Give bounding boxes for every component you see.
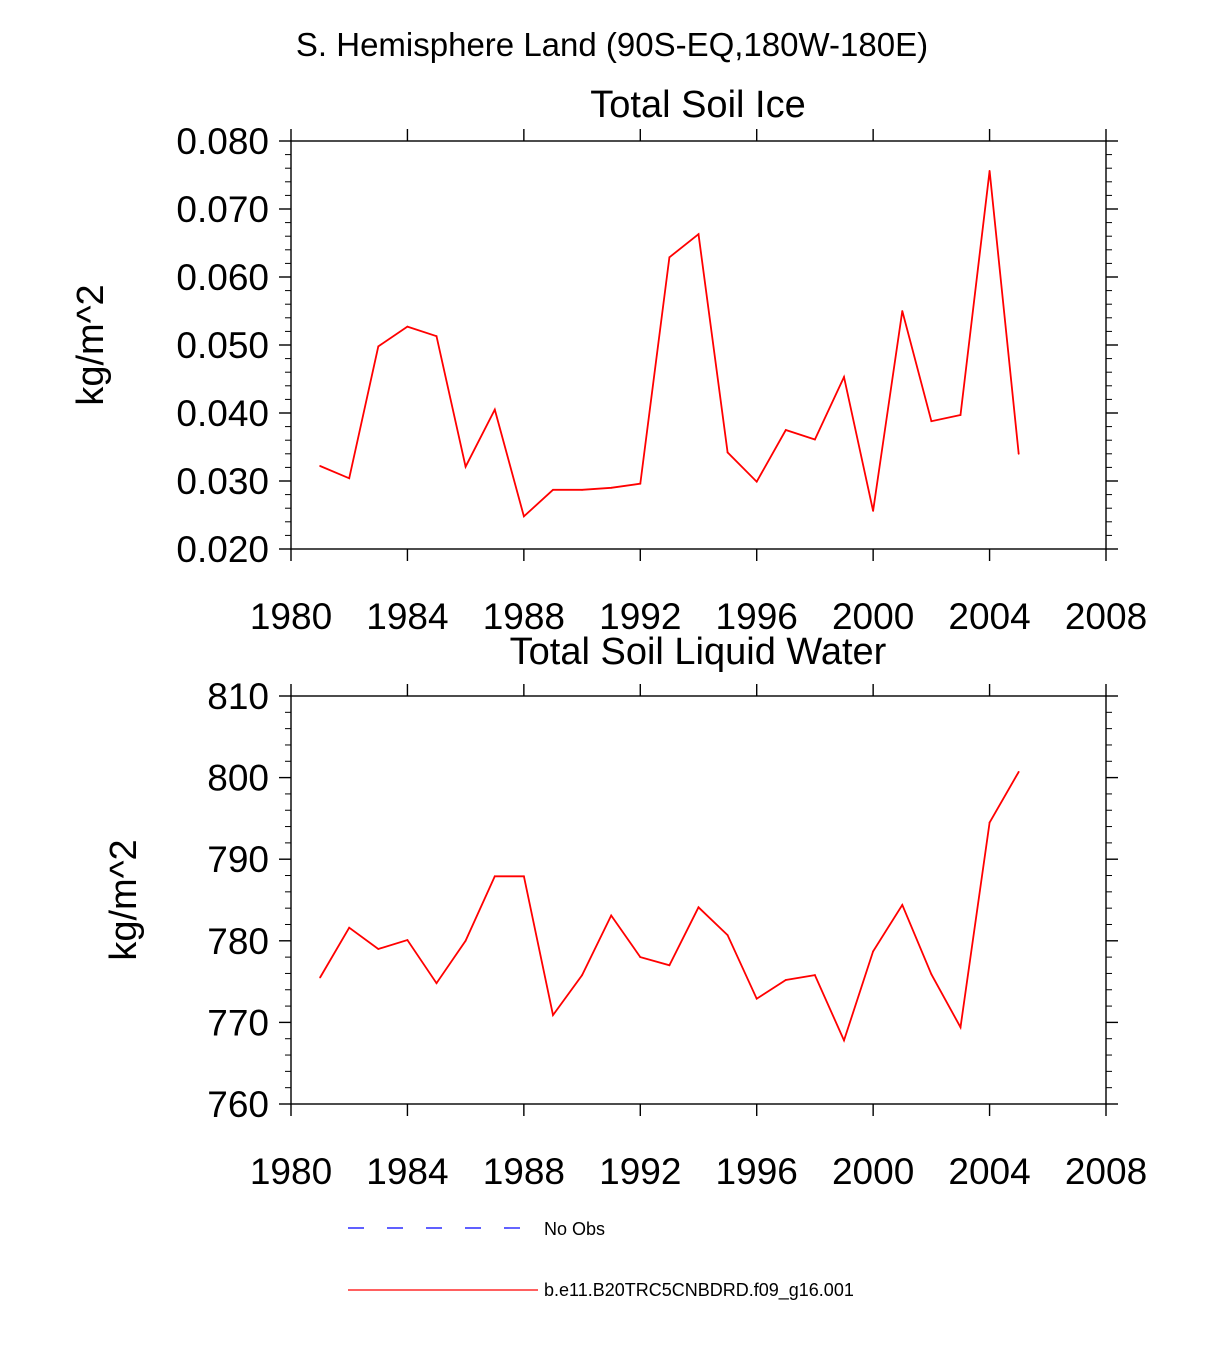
y-tick-label: 0.050 <box>176 325 269 366</box>
x-tick-label: 2000 <box>832 596 914 637</box>
data-point <box>901 903 904 906</box>
data-point <box>843 1039 845 1042</box>
x-tick-label: 1992 <box>599 1151 681 1192</box>
x-tick-label: 1980 <box>250 1151 332 1192</box>
x-tick-label: 1996 <box>716 596 798 637</box>
data-point <box>843 376 845 378</box>
data-point <box>493 875 496 878</box>
data-point <box>726 934 729 936</box>
data-point <box>639 956 642 959</box>
data-point <box>610 486 613 489</box>
data-point <box>814 438 816 441</box>
legend: No Obs b.e11.B20TRC5CNBDRD.f09_g16.001 <box>348 1219 854 1301</box>
data-point <box>1017 452 1020 455</box>
data-point <box>959 414 962 416</box>
data-point <box>930 973 933 976</box>
data-point <box>988 821 991 824</box>
data-point <box>406 939 409 941</box>
y-tick-label: 810 <box>207 676 269 717</box>
data-point <box>726 451 729 454</box>
data-point <box>610 914 613 917</box>
y-axis-label: kg/m^2 <box>103 839 145 960</box>
data-point <box>581 488 583 491</box>
y-tick-label: 0.060 <box>176 257 269 298</box>
y-tick-label: 790 <box>207 839 269 880</box>
panel-title: Total Soil Liquid Water <box>510 631 887 673</box>
y-tick-label: 780 <box>207 921 269 962</box>
data-point <box>755 997 758 1000</box>
data-point <box>784 979 787 981</box>
y-tick-label: 0.070 <box>176 189 269 230</box>
legend-label-no-obs: No Obs <box>544 1219 605 1239</box>
x-tick-label: 1980 <box>250 596 332 637</box>
panel-soil-ice: Total Soil Ice kg/m^2 1980 1984 1988 1992 19… <box>70 84 1147 637</box>
data-point <box>959 1026 962 1029</box>
data-point <box>319 976 322 979</box>
data-point <box>697 906 700 909</box>
plot-frame <box>290 695 1107 1105</box>
data-point <box>406 325 409 328</box>
data-point <box>668 256 671 259</box>
data-point <box>814 974 816 976</box>
x-tick-label: 2008 <box>1065 596 1147 637</box>
data-point <box>901 310 904 312</box>
figure-title: S. Hemisphere Land (90S-EQ,180W-180E) <box>296 26 928 63</box>
y-tick-label: 0.080 <box>176 121 269 162</box>
data-point <box>697 233 700 236</box>
panel-soil-liquid-water: Total Soil Liquid Water kg/m^2 1980 1984 1… <box>103 631 1147 1192</box>
panel-title: Total Soil Ice <box>590 84 805 126</box>
data-point <box>784 429 787 431</box>
x-tick-label: 1984 <box>366 1151 448 1192</box>
data-point <box>988 170 991 172</box>
data-point <box>522 875 525 878</box>
data-point <box>522 515 525 518</box>
x-tick-label: 1984 <box>366 596 448 637</box>
data-point <box>755 480 758 483</box>
data-point <box>435 335 438 338</box>
data-point <box>464 465 467 468</box>
y-tick-label: 800 <box>207 758 269 799</box>
y-tick-label: 0.030 <box>176 461 269 502</box>
data-point <box>872 510 875 512</box>
y-tick-label: 760 <box>207 1084 269 1125</box>
data-point <box>464 939 467 942</box>
x-tick-label: 1988 <box>483 596 565 637</box>
y-tick-label: 770 <box>207 1002 269 1043</box>
data-point <box>377 948 380 950</box>
data-point <box>493 408 496 411</box>
x-tick-label: 2008 <box>1065 1151 1147 1192</box>
data-point <box>435 982 438 985</box>
y-tick-label: 0.040 <box>176 393 269 434</box>
data-point <box>581 974 583 976</box>
series-line <box>319 170 1020 519</box>
data-point <box>872 950 875 953</box>
x-tick-label: 2004 <box>948 596 1030 637</box>
x-tick-label: 2004 <box>948 1151 1030 1192</box>
y-axis-label: kg/m^2 <box>70 284 112 405</box>
data-point <box>930 420 933 423</box>
data-point <box>319 465 322 467</box>
plot-frame <box>290 140 1107 550</box>
legend-label-model: b.e11.B20TRC5CNBDRD.f09_g16.001 <box>544 1280 854 1301</box>
data-point <box>1017 770 1020 773</box>
x-tick-label: 1996 <box>716 1151 798 1192</box>
data-point <box>639 482 642 485</box>
data-point <box>552 488 554 491</box>
data-point <box>552 1014 554 1016</box>
data-point <box>348 477 351 480</box>
data-point <box>668 964 671 967</box>
x-tick-label: 1992 <box>599 596 681 637</box>
series-line <box>319 771 1020 1043</box>
data-point <box>348 926 351 929</box>
x-tick-label: 1988 <box>483 1151 565 1192</box>
y-tick-label: 0.020 <box>176 529 269 570</box>
x-tick-label: 2000 <box>832 1151 914 1192</box>
data-point <box>377 345 380 348</box>
